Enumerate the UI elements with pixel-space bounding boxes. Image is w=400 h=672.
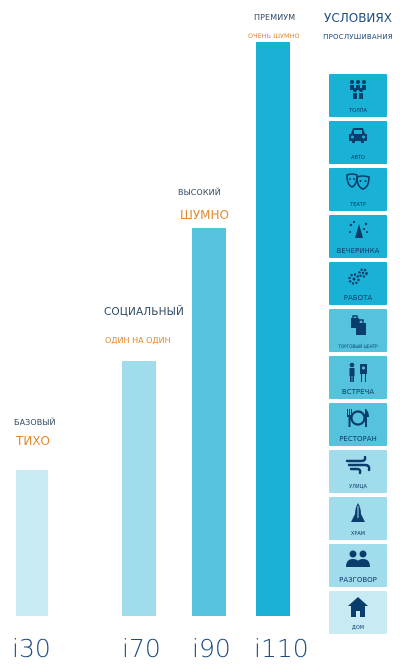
condition-label: ВСТРЕЧА (341, 388, 375, 396)
bar-i90 (192, 228, 226, 616)
model-label-i70: i70 (122, 634, 161, 663)
condition-shopping-bags: ТОРГОВЫЙ ЦЕНТР (329, 309, 387, 352)
condition-crowd: ТОЛПА (329, 74, 387, 117)
condition-label: ХРАМ (350, 531, 366, 537)
level-label-i110: ПРЕМИУМ (254, 13, 296, 22)
model-label-i90: i90 (192, 634, 231, 663)
model-label-i110: i110 (254, 634, 309, 663)
condition-label: ТОЛПА (349, 108, 367, 114)
condition-home: ДОМ (329, 591, 387, 634)
model-label-i30: i30 (12, 634, 51, 663)
condition-label: ДОМ (351, 625, 365, 631)
bar-i30 (16, 470, 48, 616)
level-label-i90: ВЫСОКИЙ (178, 188, 221, 197)
condition-theater-masks: ТЕАТР (329, 168, 387, 211)
condition-conversation: РАЗГОВОР (329, 544, 387, 587)
condition-label: УЛИЦА (349, 484, 367, 490)
volume-label-i90: ШУМНО (180, 208, 229, 222)
volume-label-i110: ОЧЕНЬ ШУМНО (248, 32, 300, 40)
level-label-i70: СОЦИАЛЬНЫЙ (104, 306, 184, 318)
bar-i70 (122, 361, 156, 616)
condition-label: РЕСТОРАН (339, 435, 377, 443)
condition-label: РАБОТА (343, 294, 373, 302)
condition-label: АВТО (351, 155, 365, 161)
conditions-title-line-2: ПРОСЛУШИВАНИЯ (323, 33, 393, 41)
conditions-title-line-1: УСЛОВИЯХ (324, 11, 392, 25)
volume-label-i70: ОДИН НА ОДИН (105, 336, 171, 345)
condition-label: РАЗГОВОР (339, 576, 377, 584)
condition-wind: УЛИЦА (329, 450, 387, 493)
bar-i110 (256, 42, 290, 616)
condition-restaurant: РЕСТОРАН (329, 403, 387, 446)
volume-label-i30: ТИХО (16, 434, 50, 448)
condition-label: ТЕАТР (350, 202, 366, 208)
condition-gears: РАБОТА (329, 262, 387, 305)
condition-label: ТОРГОВЫЙ ЦЕНТР (338, 344, 378, 349)
condition-meeting: ВСТРЕЧА (329, 356, 387, 399)
condition-praying-hands: ХРАМ (329, 497, 387, 540)
condition-car: АВТО (329, 121, 387, 164)
condition-party: ВЕЧЕРИНКА (329, 215, 387, 258)
condition-label: ВЕЧЕРИНКА (336, 247, 380, 255)
level-label-i30: БАЗОВЫЙ (14, 418, 56, 427)
